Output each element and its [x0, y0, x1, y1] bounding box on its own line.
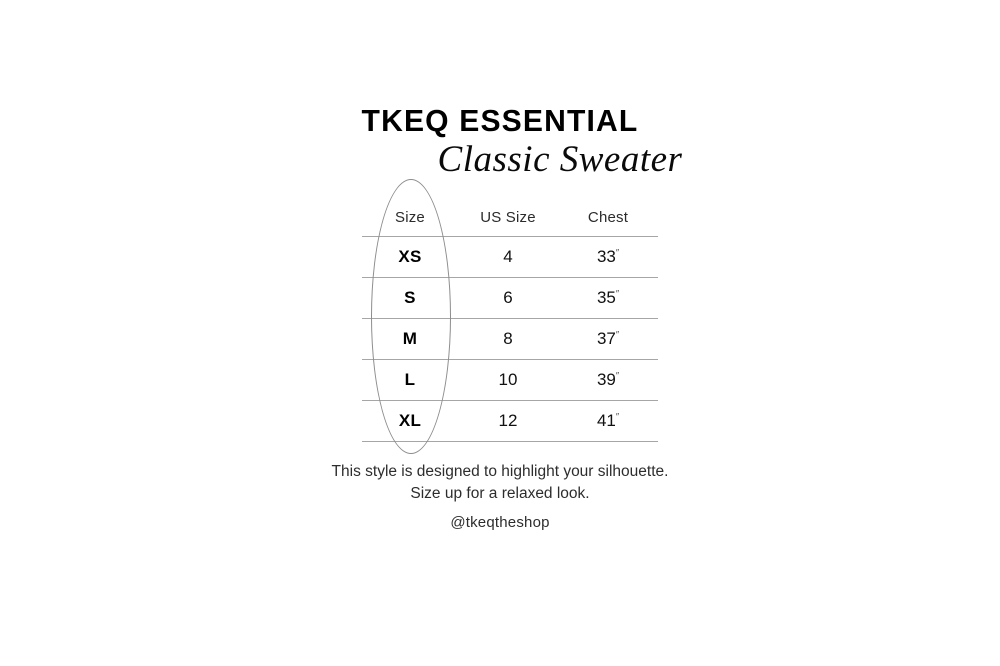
cell-chest-value: 35 — [596, 288, 616, 307]
cell-chest-value: 39 — [596, 370, 616, 389]
inch-mark-icon: ″ — [615, 288, 620, 299]
style-note-line-2: Size up for a relaxed look. — [410, 485, 590, 502]
cell-chest: 41″ — [558, 401, 658, 442]
inch-mark-icon: ″ — [615, 370, 620, 381]
table-row: XS 4 33″ — [362, 236, 658, 278]
table-header-row: Size US Size Chest — [362, 198, 658, 237]
column-header-chest: Chest — [587, 208, 629, 226]
style-note-line-1: This style is designed to highlight your… — [331, 463, 669, 480]
inch-mark-icon: ″ — [615, 329, 620, 340]
product-title: Classic Sweater — [437, 139, 683, 180]
cell-chest: 37″ — [558, 319, 658, 360]
cell-us-size: 10 — [498, 370, 518, 389]
size-table-body: XS 4 33″ S 6 35″ M 8 37″ L 10 39″ — [362, 236, 658, 442]
size-table-head: Size US Size Chest — [362, 198, 658, 237]
cell-size: XS — [398, 247, 422, 266]
cell-size: L — [404, 370, 416, 389]
cell-chest-value: 33 — [596, 247, 616, 266]
cell-us-size: 6 — [503, 288, 513, 307]
cell-size: M — [402, 329, 418, 348]
cell-chest: 39″ — [558, 360, 658, 401]
inch-mark-icon: ″ — [615, 411, 620, 422]
column-header-size: Size — [395, 208, 425, 226]
table-row: M 8 37″ — [362, 318, 658, 360]
cell-size: XL — [398, 411, 422, 430]
cell-chest-value: 37 — [596, 329, 616, 348]
cell-chest-value: 41 — [596, 411, 616, 430]
social-handle: @tkeqtheshop — [450, 514, 550, 531]
size-table-wrapper: Size US Size Chest XS 4 33″ S 6 35″ M — [362, 198, 658, 442]
cell-us-size: 4 — [503, 247, 513, 266]
inch-mark-icon: ″ — [615, 247, 620, 258]
brand-title: TKEQ ESSENTIAL — [361, 103, 639, 138]
style-notes: This style is designed to highlight your… — [0, 461, 1000, 505]
cell-us-size: 12 — [498, 411, 518, 430]
cell-chest: 35″ — [558, 278, 658, 319]
size-table: Size US Size Chest XS 4 33″ S 6 35″ M — [362, 198, 658, 442]
cell-chest: 33″ — [558, 237, 658, 278]
cell-us-size: 8 — [503, 329, 513, 348]
column-header-us-size: US Size — [480, 208, 536, 226]
table-row: L 10 39″ — [362, 359, 658, 401]
cell-size: S — [404, 288, 416, 307]
table-row: S 6 35″ — [362, 277, 658, 319]
table-row: XL 12 41″ — [362, 400, 658, 442]
title-block: TKEQ ESSENTIAL Classic Sweater — [0, 104, 1000, 181]
